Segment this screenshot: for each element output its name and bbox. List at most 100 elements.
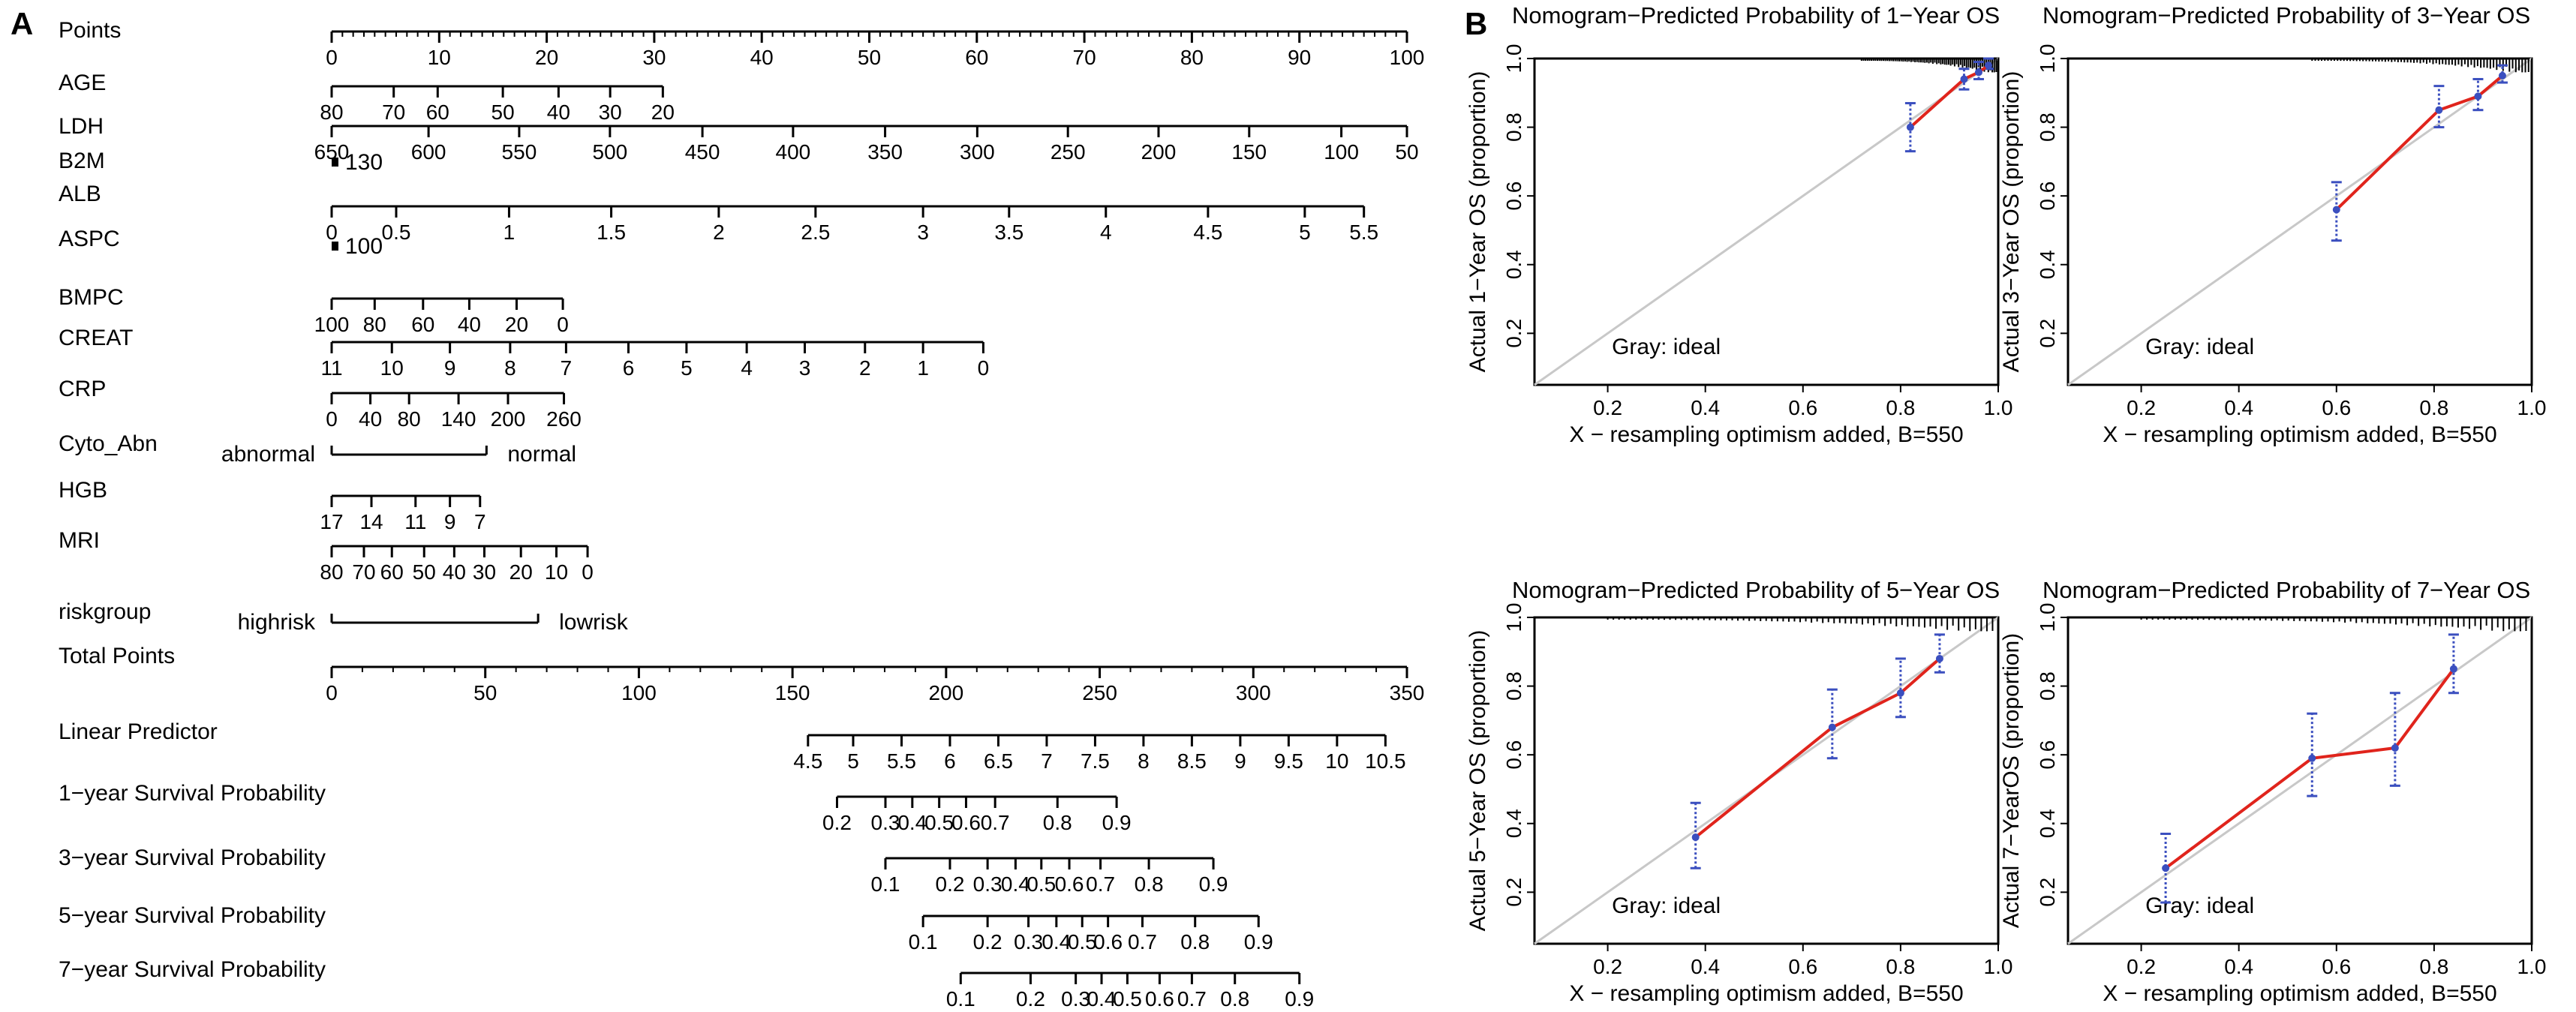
ideal-line — [2067, 616, 2532, 945]
tick-label: 20 — [509, 560, 533, 584]
tick-label: 1 — [503, 221, 516, 244]
tick-label: 0.5 — [382, 221, 411, 244]
legend-text: Gray: ideal — [2145, 893, 2254, 918]
tick-label: 0.4 — [897, 811, 927, 834]
tick-label: 5 — [681, 356, 693, 380]
tick-label: 300 — [960, 140, 995, 164]
variable-label: BMPC — [59, 285, 124, 310]
level-label: lowrisk — [559, 610, 629, 635]
calibration-line — [2335, 74, 2504, 211]
tick-label: 40 — [443, 560, 466, 584]
variable-label: Points — [59, 18, 121, 43]
calibration-plot: Nomogram−Predicted Probability of 3−Year… — [1999, 2, 2546, 447]
variable-label: CREAT — [59, 326, 133, 350]
y-axis-label: Actual 5−Year OS (proportion) — [1465, 630, 1490, 932]
data-point — [2308, 754, 2316, 762]
tick-label: 8 — [504, 356, 516, 380]
x-tick-label: 0.6 — [1788, 955, 1817, 978]
y-tick-label: 1.0 — [2036, 44, 2059, 74]
x-tick-label: 0.2 — [2127, 396, 2156, 419]
tick-label: 0.5 — [924, 811, 954, 834]
data-point — [2474, 92, 2482, 101]
y-axis-label: Actual 3−Year OS (proportion) — [1999, 71, 2024, 373]
tick-label: 9 — [1234, 749, 1246, 773]
tick-label: 60 — [411, 313, 434, 336]
data-point — [2498, 71, 2506, 80]
tick-label: 300 — [1236, 681, 1271, 704]
tick-label: 100 — [314, 313, 350, 336]
tick-label: 100 — [1324, 140, 1359, 164]
tick-label: 7 — [1041, 749, 1053, 773]
x-tick-label: 0.6 — [2322, 955, 2351, 978]
tick-label: 0.3 — [1061, 987, 1090, 1010]
tick-label: 550 — [502, 140, 537, 164]
variable-label: ALB — [59, 182, 101, 206]
x-axis-label: X − resampling optimism added, B=550 — [2103, 981, 2496, 1006]
y-tick-label: 0.8 — [1502, 113, 1525, 142]
axis-point — [332, 158, 338, 167]
y-tick-label: 0.2 — [1502, 319, 1525, 348]
y-tick-label: 0.2 — [2036, 878, 2059, 907]
axis-point — [332, 242, 338, 251]
tick-label: 3 — [799, 356, 811, 380]
tick-label: 0.8 — [1043, 811, 1072, 834]
tick-label: 4.5 — [793, 749, 822, 773]
x-tick-label: 0.2 — [2127, 955, 2156, 978]
chart-title: Nomogram−Predicted Probability of 3−Year… — [2042, 2, 2530, 29]
tick-label: 60 — [380, 560, 404, 584]
tick-label: 60 — [426, 101, 449, 124]
x-axis-label: X − resampling optimism added, B=550 — [1569, 981, 1963, 1006]
tick-label: 2.5 — [801, 221, 830, 244]
tick-label: 5.5 — [887, 749, 916, 773]
x-tick-label: 0.4 — [2224, 396, 2253, 419]
data-point — [1828, 723, 1836, 731]
tick-label: 0 — [582, 560, 594, 584]
data-point — [2332, 206, 2340, 214]
tick-label: 0.1 — [946, 987, 975, 1010]
tick-label: 0 — [557, 313, 569, 336]
x-tick-label: 1.0 — [1984, 955, 2013, 978]
tick-label: 0.1 — [871, 872, 900, 896]
tick-label: 11 — [404, 510, 426, 533]
y-tick-label: 1.0 — [1502, 44, 1525, 74]
data-point — [2435, 106, 2443, 114]
tick-label: 30 — [473, 560, 496, 584]
tick-label: 0.5 — [1113, 987, 1142, 1010]
tick-label: 10 — [428, 46, 451, 69]
data-point — [1691, 833, 1700, 842]
tick-label: 50 — [858, 46, 881, 69]
plot-frame — [2067, 57, 2533, 386]
tick-label: 0.2 — [822, 811, 852, 834]
tick-label: 150 — [775, 681, 810, 704]
tick-label: 70 — [1073, 46, 1096, 69]
tick-label: 260 — [546, 407, 582, 431]
tick-label: 500 — [593, 140, 628, 164]
tick-label: 80 — [320, 560, 343, 584]
tick-label: 200 — [928, 681, 963, 704]
tick-label: 0.9 — [1244, 930, 1273, 953]
data-point — [1960, 75, 1968, 83]
tick-label: 0.8 — [1180, 930, 1210, 953]
tick-label: 50 — [473, 681, 497, 704]
tick-label: 50 — [413, 560, 436, 584]
calibration-plot: Nomogram−Predicted Probability of 5−Year… — [1465, 577, 2012, 1006]
tick-label: 0.2 — [1016, 987, 1045, 1010]
tick-label: 0 — [326, 46, 338, 69]
x-tick-label: 0.6 — [2322, 396, 2351, 419]
tick-label: 8 — [1138, 749, 1150, 773]
tick-label: 60 — [965, 46, 988, 69]
x-tick-label: 0.6 — [1788, 396, 1817, 419]
tick-label: 0 — [326, 221, 338, 244]
tick-label: 80 — [398, 407, 421, 431]
data-point — [2391, 744, 2399, 752]
calibration-line — [1694, 657, 1941, 839]
tick-label: 0 — [326, 407, 338, 431]
y-tick-label: 0.8 — [1502, 671, 1525, 701]
legend-text: Gray: ideal — [2145, 335, 2254, 359]
tick-label: 0.7 — [1128, 930, 1157, 953]
tick-label: 10 — [545, 560, 568, 584]
tick-label: 200 — [491, 407, 526, 431]
variable-label: ASPC — [59, 227, 120, 251]
x-tick-label: 1.0 — [1984, 396, 2013, 419]
